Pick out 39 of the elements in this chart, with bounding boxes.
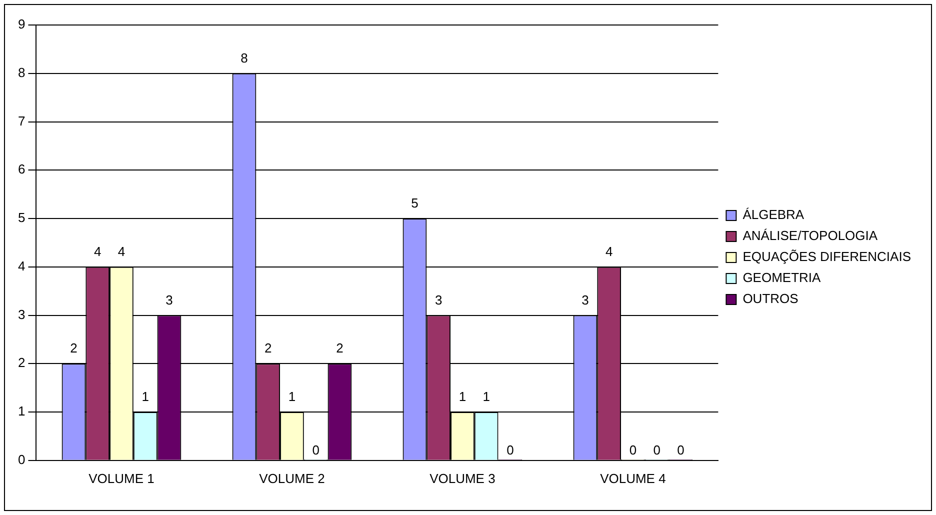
legend-label: ANÁLISE/TOPOLOGIA (742, 228, 878, 244)
y-tick-label: 5 (18, 210, 26, 226)
x-tick-label: VOLUME 2 (259, 470, 325, 486)
legend-label: GEOMETRIA (742, 270, 822, 286)
y-tick-label: 6 (18, 162, 26, 177)
data-label: 2 (70, 340, 78, 356)
data-label: 1 (142, 389, 149, 404)
y-tick-label: 3 (18, 306, 26, 322)
data-label: 3 (166, 292, 173, 308)
data-label: 1 (482, 389, 490, 404)
data-label: 0 (506, 442, 514, 458)
y-tick-label: 0 (18, 452, 26, 467)
y-tick-label: 2 (18, 355, 26, 370)
y-tick-label: 1 (18, 404, 26, 419)
data-label: 2 (336, 340, 344, 356)
data-label: 0 (653, 442, 660, 458)
data-label: 0 (312, 442, 320, 458)
data-label: 8 (240, 50, 248, 66)
x-tick-label: VOLUME 1 (88, 470, 154, 486)
y-tick-label: 9 (18, 16, 26, 32)
data-label: 5 (411, 196, 418, 211)
data-label: 3 (434, 292, 442, 308)
x-tick-label: VOLUME 4 (600, 470, 666, 486)
legend-label: EQUAÇÕES DIFERENCIAIS (742, 249, 912, 264)
data-label: 1 (458, 389, 466, 404)
legend-label: OUTROS (742, 291, 799, 306)
data-label: 0 (677, 442, 684, 458)
data-label: 4 (605, 244, 613, 259)
data-label: 3 (582, 292, 589, 308)
data-label: 0 (629, 442, 637, 458)
data-label: 4 (94, 244, 102, 259)
data-label: 1 (288, 389, 296, 404)
legend-label: ÁLGEBRA (742, 207, 804, 222)
data-label: 2 (264, 340, 272, 356)
x-tick-label: VOLUME 3 (430, 470, 496, 486)
y-tick-label: 4 (18, 258, 26, 274)
y-tick-label: 8 (18, 64, 26, 80)
y-tick-label: 7 (18, 113, 26, 128)
data-label: 4 (118, 244, 126, 259)
